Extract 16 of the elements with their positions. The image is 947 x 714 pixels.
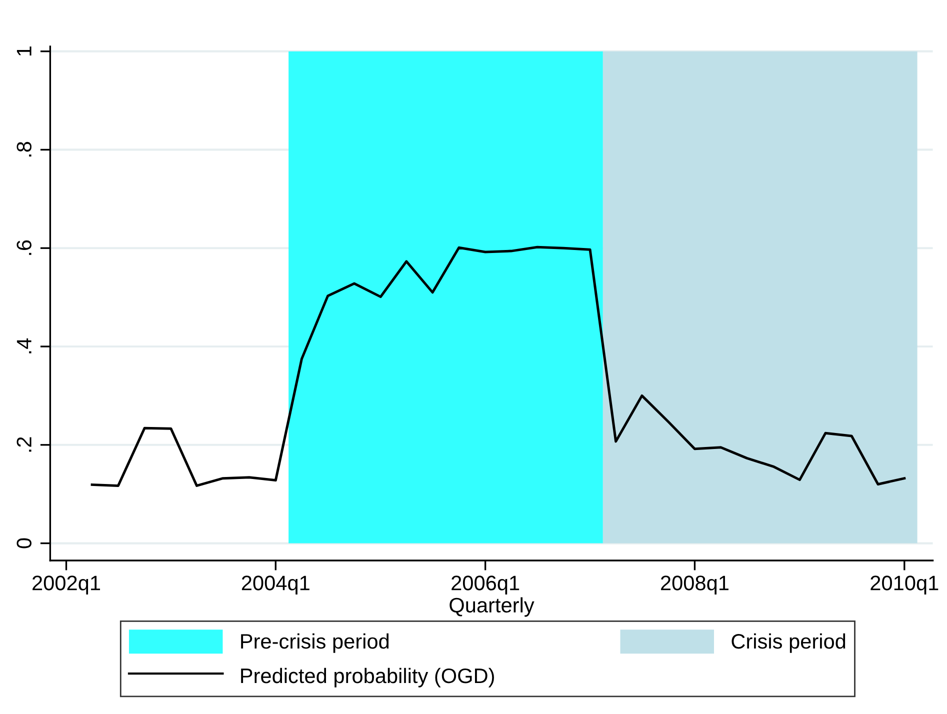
- x-tick-label: 2002q1: [32, 576, 100, 594]
- x-tick-label: 2006q1: [452, 576, 520, 594]
- x-tick-label: 2004q1: [242, 576, 310, 594]
- x-axis-title: Quarterly: [450, 597, 534, 617]
- line-series: [90, 246, 906, 487]
- y-tick-label: 0: [16, 538, 32, 548]
- y-tick-label: .2: [16, 437, 32, 452]
- legend-label: Predicted probability (OGD): [241, 668, 494, 688]
- x-tick-label: 2008q1: [661, 576, 728, 594]
- y-tick-label: .4: [16, 338, 32, 354]
- x-tick-label: 2010q1: [870, 576, 938, 594]
- y-tick-label: .6: [16, 240, 32, 255]
- y-tick-label: 1: [16, 46, 32, 56]
- y-tick-label: .8: [16, 142, 32, 157]
- legend-label: Crisis period: [732, 633, 846, 653]
- legend-label: Pre-crisis period: [241, 633, 389, 653]
